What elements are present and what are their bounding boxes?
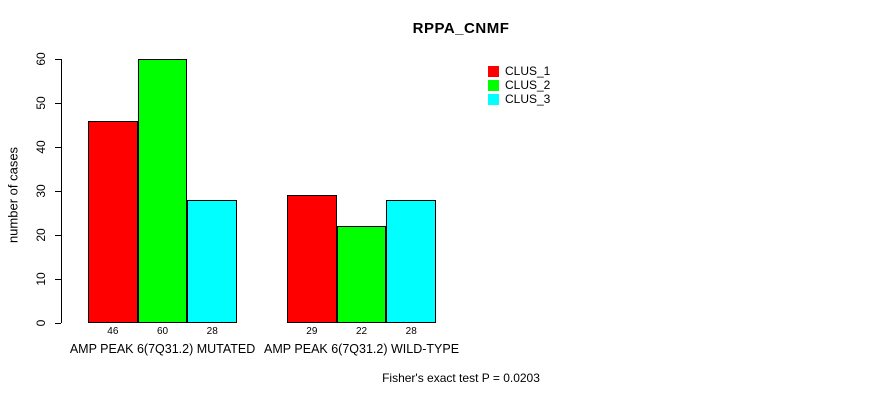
y-tick-label: 30	[34, 184, 48, 198]
legend-swatch-clus_3	[488, 94, 499, 105]
bar-value-label: 22	[355, 326, 368, 337]
legend-label: CLUS_3	[505, 92, 551, 106]
bar-clus_1-group1	[88, 120, 138, 323]
y-axis-label: number of cases	[5, 146, 21, 244]
y-tick-label: 0	[34, 319, 48, 327]
bar-clus_2-group1	[137, 59, 188, 323]
bar-value-label: 46	[107, 326, 119, 337]
legend-label: CLUS_1	[505, 64, 551, 78]
y-tick-mark	[55, 278, 61, 280]
bar-value-label: 60	[156, 326, 169, 337]
y-tick-mark	[55, 58, 61, 60]
y-tick-mark	[55, 102, 61, 104]
bar-value-label: 29	[306, 326, 318, 337]
annotation-text: Fisher's exact test P = 0.0203	[382, 371, 540, 385]
y-tick-label: 20	[34, 228, 48, 242]
y-tick-mark	[55, 234, 61, 236]
legend-label: CLUS_2	[505, 78, 551, 92]
y-axis-line	[61, 59, 62, 323]
y-tick-label: 10	[34, 272, 48, 286]
bar-clus_3-group2	[386, 199, 437, 323]
chart-title: RPPA_CNMF	[412, 20, 510, 37]
y-tick-mark	[55, 190, 61, 192]
bar-clus_1-group2	[287, 195, 337, 323]
y-tick-mark	[55, 146, 61, 148]
y-tick-mark	[55, 322, 61, 324]
y-tick-label: 60	[34, 52, 48, 66]
bar-clus_2-group2	[336, 226, 387, 323]
legend-swatch-clus_1	[488, 66, 499, 77]
bar-value-label: 28	[206, 326, 218, 337]
bar-value-label: 28	[405, 326, 417, 337]
bar-clus_3-group1	[187, 199, 238, 323]
legend-swatch-clus_2	[488, 80, 499, 91]
x-category-label: AMP PEAK 6(7Q31.2) WILD-TYPE	[264, 342, 460, 356]
y-tick-label: 40	[34, 140, 48, 154]
x-category-label: AMP PEAK 6(7Q31.2) MUTATED	[69, 342, 256, 356]
y-tick-label: 50	[34, 96, 48, 110]
